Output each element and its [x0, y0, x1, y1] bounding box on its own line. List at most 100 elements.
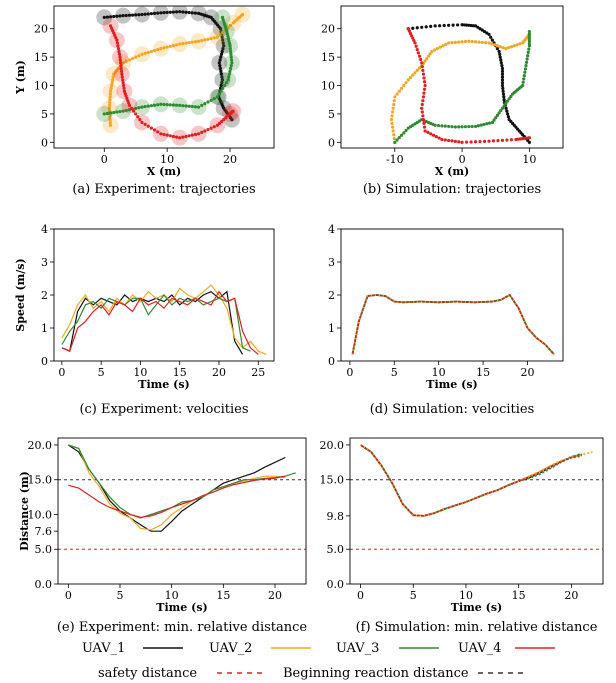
trajectory-point-uav3 — [146, 104, 150, 108]
trajectory-point-uav3 — [495, 113, 500, 117]
trajectory-point-uav4 — [226, 114, 230, 118]
trajectory-point-uav2 — [162, 46, 166, 50]
trajectory-point-uav4 — [426, 130, 430, 134]
trajectory-point-uav2 — [399, 86, 404, 90]
trajectory-point-uav1 — [217, 61, 221, 65]
trajectory-point-uav1 — [220, 78, 225, 82]
y-tick-label: 9.8 — [327, 510, 345, 523]
trajectory-point-uav3 — [212, 96, 216, 101]
trajectory-point-uav4 — [487, 139, 491, 143]
trajectory-point-uav1 — [527, 140, 531, 144]
trajectory-point-uav4 — [420, 110, 424, 114]
trajectory-point-uav2 — [124, 59, 128, 63]
trajectory-point-uav3 — [482, 122, 486, 127]
trajectory-point-uav3 — [221, 86, 225, 90]
plot-area-d — [351, 293, 555, 356]
trajectory-point-uav1 — [168, 10, 172, 14]
series-line-uav3 — [61, 294, 251, 352]
legend-label-uav3: UAV_3 — [336, 641, 379, 656]
trajectory-point-uav3 — [229, 49, 233, 54]
trajectory-point-uav1 — [420, 25, 424, 29]
trajectory-point-uav2 — [477, 40, 481, 44]
trajectory-point-uav4 — [422, 121, 426, 125]
x-tick-label: 10 — [133, 366, 147, 379]
trajectory-point-uav2 — [438, 45, 442, 49]
y-tick-label: 10 — [34, 80, 48, 93]
trajectory-point-uav3 — [450, 125, 454, 129]
trajectory-point-uav4 — [203, 129, 207, 133]
trajectory-point-uav1 — [219, 55, 223, 59]
trajectory-point-uav4 — [165, 133, 169, 137]
trajectory-point-uav4 — [196, 132, 201, 136]
trajectory-point-uav4 — [443, 138, 447, 142]
trajectory-point-uav1 — [221, 47, 225, 51]
trajectory-point-uav4 — [149, 126, 154, 130]
series-line-uav4 — [351, 293, 555, 356]
trajectory-point-uav2 — [498, 45, 502, 49]
trajectory-point-uav2 — [196, 39, 201, 43]
x-tick-label: 10 — [459, 589, 473, 602]
trajectory-point-uav2 — [413, 71, 417, 75]
trajectory-point-uav2 — [490, 42, 494, 46]
trajectory-point-uav1 — [171, 10, 176, 14]
trajectory-point-uav2 — [423, 59, 427, 63]
trajectory-point-uav2 — [184, 41, 188, 45]
trajectory-point-uav4 — [134, 112, 138, 116]
trajectory-point-uav1 — [219, 83, 223, 88]
trajectory-point-uav2 — [149, 49, 154, 54]
trajectory-point-uav1 — [115, 14, 119, 18]
trajectory-point-uav2 — [390, 121, 394, 125]
trajectory-point-uav4 — [121, 83, 126, 88]
trajectory-point-uav3 — [105, 111, 110, 116]
panel-b: -10 0 10 0 5 10 15 20 X (m) (b) Simulation: traje… — [321, 5, 564, 197]
panel-c: 0 5 10 15 20 25 0 1 2 3 4 Time (s) Speed (m/s) (c) Ex… — [14, 223, 275, 417]
trajectory-point-uav3 — [494, 116, 498, 120]
trajectory-point-uav3 — [525, 57, 529, 61]
trajectory-point-uav1 — [433, 24, 437, 28]
trajectory-point-uav2 — [108, 89, 113, 93]
trajectory-point-uav4 — [127, 103, 132, 107]
trajectory-point-uav2 — [137, 54, 141, 58]
trajectory-point-uav4 — [187, 134, 191, 138]
trajectory-point-uav1 — [159, 11, 163, 15]
trajectory-point-uav1 — [447, 23, 451, 27]
trajectory-point-uav1 — [501, 89, 505, 93]
trajectory-point-uav1 — [489, 35, 493, 39]
trajectory-point-uav3 — [463, 125, 468, 129]
trajectory-point-uav2 — [509, 45, 514, 49]
trajectory-point-uav2 — [393, 95, 397, 99]
axes-frame — [349, 437, 604, 585]
trajectory-point-uav4 — [417, 54, 422, 58]
trajectory-point-uav3 — [433, 123, 437, 127]
trajectory-point-uav3 — [203, 102, 207, 106]
trajectory-point-uav1 — [501, 86, 505, 90]
trajectory-point-uav1 — [130, 13, 135, 17]
trajectory-point-uav1 — [502, 98, 506, 102]
trajectory-point-uav2 — [228, 23, 233, 28]
trajectory-point-uav4 — [440, 137, 444, 142]
axes-frame — [340, 5, 564, 149]
trajectory-point-uav2 — [507, 46, 511, 50]
trajectory-point-uav4 — [116, 47, 121, 51]
trajectory-point-uav3 — [487, 121, 492, 125]
trajectory-point-uav1 — [156, 11, 160, 15]
trajectory-point-uav3 — [440, 124, 444, 128]
x-tick-label: 0 — [65, 589, 72, 602]
trajectory-point-uav4 — [119, 66, 123, 71]
trajectory-point-uav1 — [220, 35, 224, 39]
trajectory-point-uav4 — [159, 132, 163, 136]
series-line-uav2 — [351, 293, 555, 356]
trajectory-point-uav4 — [421, 72, 426, 76]
legend: UAV_1 UAV_2 UAV_3 UAV_4 safety distance … — [82, 641, 555, 681]
trajectory-point-uav4 — [420, 106, 424, 110]
x-tick-label: 10 — [165, 589, 179, 602]
trajectory-point-uav2 — [411, 73, 415, 77]
trajectory-point-uav2 — [127, 58, 132, 62]
x-tick-label: 25 — [251, 366, 265, 379]
trajectory-point-uav2 — [108, 115, 112, 119]
trajectory-point-uav1 — [504, 106, 508, 110]
trajectory-point-uav1 — [127, 13, 132, 17]
trajectory-point-uav2 — [518, 42, 522, 46]
trajectory-point-uav4 — [500, 138, 505, 142]
y-tick-label: 20 — [321, 23, 335, 36]
